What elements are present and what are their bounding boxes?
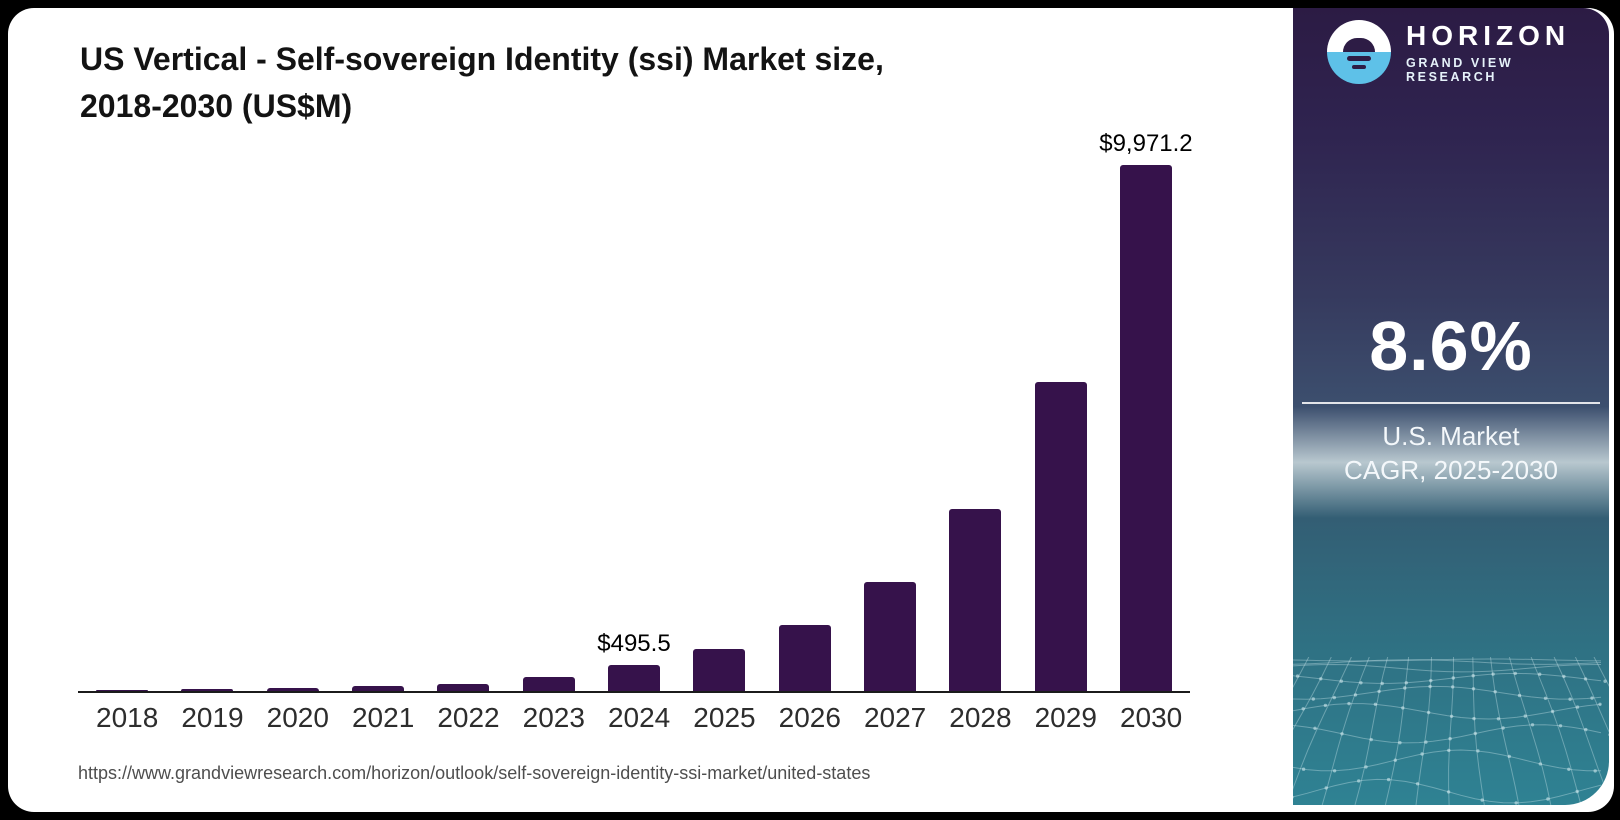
bar-column-2027 xyxy=(863,581,916,691)
horizon-logo xyxy=(1327,20,1391,84)
stat-divider xyxy=(1302,402,1600,404)
cagr-label-line1: U.S. Market xyxy=(1382,421,1520,451)
chart-title-line1: US Vertical - Self-sovereign Identity (s… xyxy=(80,41,884,77)
brand-sidebar: HORIZON GRAND VIEW RESEARCH 8.6% U.S. Ma… xyxy=(1293,8,1609,805)
bar-2021 xyxy=(351,686,404,691)
logo-reflection-line xyxy=(1352,65,1366,69)
bar-column-2021 xyxy=(351,686,404,691)
bar-column-2024: $495.5 xyxy=(597,630,671,691)
logo-sun-icon xyxy=(1343,38,1375,52)
bar-2025 xyxy=(693,649,746,691)
bar-2026 xyxy=(778,625,831,691)
year-label-2025: 2025 xyxy=(693,702,756,733)
bar-column-2025 xyxy=(693,649,746,691)
bar-2018 xyxy=(96,690,148,691)
bar-column-2030: $9,971.2 xyxy=(1099,130,1193,691)
year-label-2020: 2020 xyxy=(266,702,329,733)
bar-2029 xyxy=(1034,382,1087,691)
chart-title-line2: 2018-2030 (US$M) xyxy=(80,88,353,124)
bar-2023 xyxy=(522,677,575,691)
bar-column-2022 xyxy=(437,684,490,691)
mesh-pattern xyxy=(1293,657,1609,805)
brand-header: HORIZON GRAND VIEW RESEARCH xyxy=(1327,20,1609,84)
chart-title: US Vertical - Self-sovereign Identity (s… xyxy=(80,36,884,130)
bar-2030 xyxy=(1119,165,1172,691)
bar-column-2020 xyxy=(266,688,319,691)
cagr-stat-block: 8.6% U.S. Market CAGR, 2025-2030 xyxy=(1293,306,1609,487)
bar-chart: $495.5 $9,971.2 2018 2019 2020 2021 2022 2023 2… xyxy=(78,130,1193,734)
year-label-2023: 2023 xyxy=(522,702,585,733)
bar-column-2018 xyxy=(96,690,148,691)
year-label-2018: 2018 xyxy=(96,702,159,733)
year-label-2028: 2028 xyxy=(949,702,1012,733)
year-label-2026: 2026 xyxy=(778,702,841,733)
bar-2028 xyxy=(949,509,1002,691)
year-label-2021: 2021 xyxy=(351,702,415,733)
bar-value-label-2024: $495.5 xyxy=(597,629,671,657)
bar-2024 xyxy=(607,664,660,691)
year-label-2027: 2027 xyxy=(863,702,927,733)
brand-subtitle: GRAND VIEW RESEARCH xyxy=(1406,56,1514,84)
source-url: https://www.grandviewresearch.com/horizo… xyxy=(78,763,871,783)
report-card: US Vertical - Self-sovereign Identity (s… xyxy=(8,8,1614,812)
bar-column-2028 xyxy=(949,509,1002,691)
plot-area-x-axis: $495.5 $9,971.2 xyxy=(78,130,1193,693)
bar-column-2023 xyxy=(522,677,575,691)
bar-2020 xyxy=(266,688,319,691)
year-label-2024: 2024 xyxy=(607,702,671,733)
bar-value-label-2030: $9,971.2 xyxy=(1099,130,1193,157)
cagr-value: 8.6% xyxy=(1369,307,1533,385)
bar-2019 xyxy=(181,689,234,691)
bar-column-2019 xyxy=(181,689,234,691)
year-label-2019: 2019 xyxy=(181,702,244,733)
logo-reflection-line xyxy=(1347,56,1371,61)
cagr-label-line2: CAGR, 2025-2030 xyxy=(1344,455,1558,485)
year-label-2029: 2029 xyxy=(1034,702,1097,733)
brand-text: HORIZON GRAND VIEW RESEARCH xyxy=(1406,20,1609,84)
bar-2027 xyxy=(863,581,916,691)
bar-column-2029 xyxy=(1034,382,1087,691)
x-axis-labels: 2018 2019 2020 2021 2022 2023 2024 2025 2026 2027… xyxy=(78,702,1190,734)
bar-2022 xyxy=(437,684,490,691)
brand-name: HORIZON xyxy=(1406,20,1571,51)
year-label-2030: 2030 xyxy=(1119,702,1183,733)
bar-column-2026 xyxy=(778,625,831,691)
year-label-2022: 2022 xyxy=(437,702,500,733)
